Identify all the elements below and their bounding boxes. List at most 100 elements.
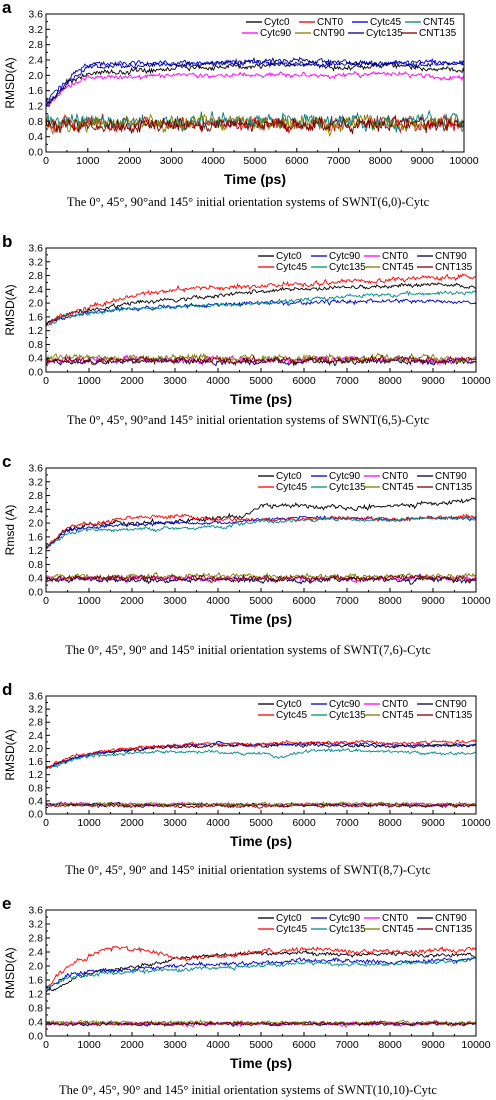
legend-label: CNT0: [382, 699, 409, 710]
chart-panel-b: b 0.0 0.4 0.8 1.2 1.62.0 2.4 2.8 3.23.6 0 1000 2000…: [2, 232, 491, 427]
x-tick-label: 2000: [120, 595, 144, 607]
series-line-cnt135: [46, 802, 476, 809]
legend-label: CNT45: [382, 924, 414, 935]
y-tick-label: 0.4: [28, 353, 43, 365]
series-line-cnt90: [46, 113, 464, 137]
x-tick-label: 4000: [206, 1039, 230, 1051]
y-tick-label: 0.0: [28, 809, 43, 821]
legend-label: CNT90: [313, 28, 345, 39]
legend-label: CNT0: [382, 471, 409, 482]
legend-label: CNT90: [435, 699, 467, 710]
legend-label: Cytc0: [264, 17, 290, 28]
legend-label: Cytc0: [276, 913, 302, 924]
x-tick-label: 4000: [202, 155, 226, 167]
y-tick-label: 3.6: [28, 691, 43, 703]
legend-label: Cytc135: [329, 262, 366, 273]
x-tick-label: 9000: [421, 1039, 445, 1051]
series-line-cytc0: [46, 282, 476, 327]
series-line-cnt135: [46, 115, 464, 134]
series-line-cytc135: [46, 515, 476, 548]
chart-panel-a: a 0.0 0.4 0.8 1.2 1.6 2.0 2.4 2.8 3.2 3.6 0 1000 2000…: [2, 0, 479, 209]
series-group: [46, 497, 476, 585]
x-tick-label: 0: [43, 817, 49, 829]
legend: Cytc0 Cytc90 CNT0 CNT90 Cytc45 Cytc135 CNT45 CN…: [258, 251, 473, 273]
series-line-cytc0: [46, 60, 464, 107]
series-line-cytc45: [46, 945, 476, 988]
y-tick-label: 0.0: [28, 147, 43, 159]
y-tick-label: 1.2: [28, 101, 43, 113]
y-tick-label: 3.2: [28, 256, 43, 268]
x-tick-label: 0: [43, 1039, 49, 1051]
x-tick-label: 8000: [378, 595, 402, 607]
x-tick-label: 8000: [378, 375, 402, 387]
y-tick-label: 3.2: [28, 476, 43, 488]
y-tick-label: 2.0: [28, 298, 43, 310]
y-tick-label: 2.4: [28, 947, 43, 959]
x-tick-label: 6000: [292, 595, 316, 607]
legend-label: CNT45: [382, 710, 414, 721]
x-tick-label: 9000: [411, 155, 435, 167]
x-tick-label: 0: [43, 375, 49, 387]
x-tick-label: 1000: [76, 155, 100, 167]
legend-label: CNT0: [382, 251, 409, 262]
legend-label: Cytc135: [329, 482, 366, 493]
panel-letter: a: [2, 0, 12, 17]
legend-label: CNT135: [435, 924, 473, 935]
x-axis-label: Time (ps): [230, 1055, 292, 1071]
x-tick-label: 7000: [335, 1039, 359, 1051]
x-tick-label: 3000: [163, 375, 187, 387]
y-tick-label: 0.0: [28, 1031, 43, 1043]
series-group: [46, 945, 476, 1028]
series-line-cytc45: [46, 273, 476, 326]
x-tick-label: 1000: [77, 375, 101, 387]
legend-label: Cytc45: [276, 710, 308, 721]
x-tick-label: 8000: [378, 1039, 402, 1051]
series-line-cytc45: [46, 739, 476, 769]
y-tick-label: 0.8: [28, 116, 43, 128]
legend-label: CNT135: [435, 710, 473, 721]
x-tick-label: 4000: [206, 595, 230, 607]
series-line-cnt135: [46, 354, 476, 367]
y-tick-label: 2.4: [28, 504, 43, 516]
x-tick-label: 10000: [449, 155, 478, 167]
x-tick-label: 8000: [378, 817, 402, 829]
legend: Cytc0 Cytc90 CNT0 CNT90 Cytc45 Cytc135 CNT45 CN…: [258, 699, 473, 721]
series-line-cytc0: [46, 742, 476, 769]
y-tick-label: 3.2: [28, 24, 43, 36]
x-tick-label: 1000: [77, 817, 101, 829]
y-tick-label: 1.6: [28, 85, 43, 97]
x-tick-label: 7000: [335, 595, 359, 607]
series-line-cytc90: [46, 71, 464, 107]
series-line-cytc135: [46, 56, 464, 106]
series-line-cnt90: [46, 1020, 476, 1027]
y-tick-label: 2.4: [28, 284, 43, 296]
series-line-cnt90: [46, 356, 476, 367]
y-tick-label: 2.8: [28, 490, 43, 502]
series-line-cytc0: [46, 949, 476, 993]
x-tick-label: 10000: [461, 595, 490, 607]
x-tick-label: 6000: [292, 375, 316, 387]
y-tick-label: 0.8: [28, 1003, 43, 1015]
legend-label: Cytc90: [329, 471, 361, 482]
y-tick-label: 2.8: [28, 270, 43, 282]
x-tick-label: 1000: [77, 595, 101, 607]
legend-label: Cytc45: [370, 17, 402, 28]
x-tick-label: 5000: [249, 595, 273, 607]
y-tick-label: 0.0: [28, 587, 43, 599]
legend-label: CNT90: [435, 913, 467, 924]
x-tick-label: 7000: [335, 375, 359, 387]
legend-label: Cytc90: [260, 28, 292, 39]
y-tick-label: 3.2: [28, 704, 43, 716]
y-tick-label: 2.0: [28, 961, 43, 973]
y-tick-label: 2.8: [28, 717, 43, 729]
y-tick-label: 3.6: [28, 243, 43, 255]
x-tick-label: 5000: [249, 817, 273, 829]
legend-label: Cytc0: [276, 251, 302, 262]
panel-letter: c: [2, 452, 11, 471]
series-line-cytc135: [46, 747, 476, 769]
y-tick-label: 0.4: [28, 573, 43, 585]
legend-label: CNT45: [423, 17, 455, 28]
x-tick-label: 6000: [292, 817, 316, 829]
y-tick-label: 3.6: [28, 9, 43, 21]
